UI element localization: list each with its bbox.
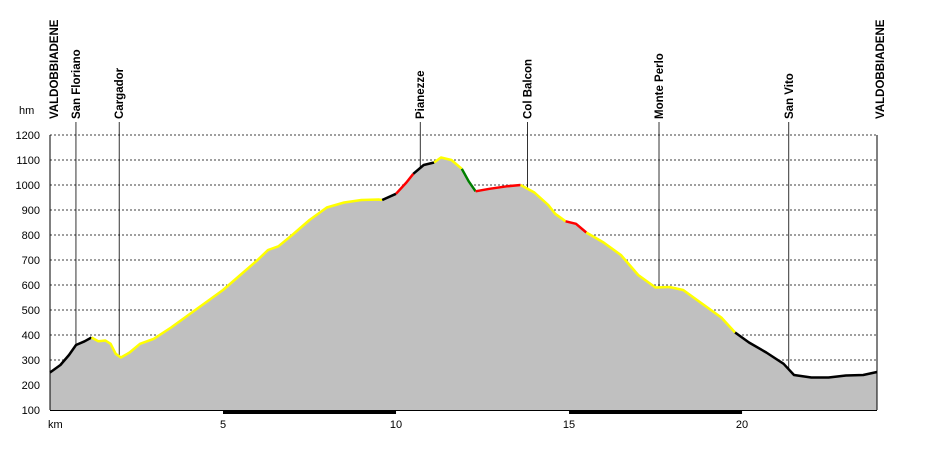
y-tick-label: 1100 xyxy=(16,155,40,167)
profile-segment xyxy=(475,183,521,193)
place-label: VALDOBBIADENE xyxy=(49,19,61,119)
y-tick-label: 900 xyxy=(22,205,40,217)
profile-segment xyxy=(381,192,397,202)
place-marker-lines xyxy=(75,122,790,370)
y-tick-label: 800 xyxy=(22,230,40,242)
y-tick-label: 600 xyxy=(22,280,40,292)
y-tick-label: 100 xyxy=(22,405,40,417)
profile-segment xyxy=(565,220,588,234)
profile-segment xyxy=(734,331,878,379)
y-tick-label: 200 xyxy=(22,380,40,392)
place-label: San Vito xyxy=(784,73,796,119)
place-label: Pianezze xyxy=(415,70,427,119)
x-tick-label: 15 xyxy=(563,419,575,431)
profile-segment xyxy=(49,336,93,374)
km-scale-bar xyxy=(223,410,397,414)
profile-segment xyxy=(520,183,567,223)
profile-segment xyxy=(460,168,477,193)
profile-segment xyxy=(395,173,415,195)
x-tick-labels: 5 10 15 20 xyxy=(220,419,748,431)
place-label: Col Balcon xyxy=(523,59,535,119)
profile-segment xyxy=(585,231,737,334)
profile-segment xyxy=(412,161,435,175)
y-tick-label: 1000 xyxy=(16,180,40,192)
elevation-area xyxy=(50,157,877,410)
profile-line xyxy=(49,156,878,379)
y-tick-labels: 100 200 300 400 500 600 700 800 900 1000 1100 1200 xyxy=(16,130,40,417)
axes xyxy=(49,135,878,414)
y-tick-label: 1200 xyxy=(16,130,40,142)
place-label: Monte Perlo xyxy=(654,53,666,119)
x-tick-label: 10 xyxy=(390,419,402,431)
y-tick-label: 300 xyxy=(22,355,40,367)
y-tick-label: 700 xyxy=(22,255,40,267)
x-axis-label: km xyxy=(48,419,63,431)
profile-segment xyxy=(433,156,463,170)
y-axis-label: hm xyxy=(19,105,34,117)
place-label: Cargador xyxy=(114,67,126,119)
place-label: San Floriano xyxy=(71,49,83,119)
y-tick-label: 500 xyxy=(22,305,40,317)
x-tick-label: 5 xyxy=(220,419,226,431)
profile-segment xyxy=(90,198,383,359)
y-tick-label: 400 xyxy=(22,330,40,342)
place-label: VALDOBBIADENE xyxy=(875,19,887,119)
x-tick-label: 20 xyxy=(736,419,748,431)
place-labels: VALDOBBIADENE San Floriano Cargador Pianezz… xyxy=(49,19,887,119)
km-scale-bar xyxy=(569,410,743,414)
